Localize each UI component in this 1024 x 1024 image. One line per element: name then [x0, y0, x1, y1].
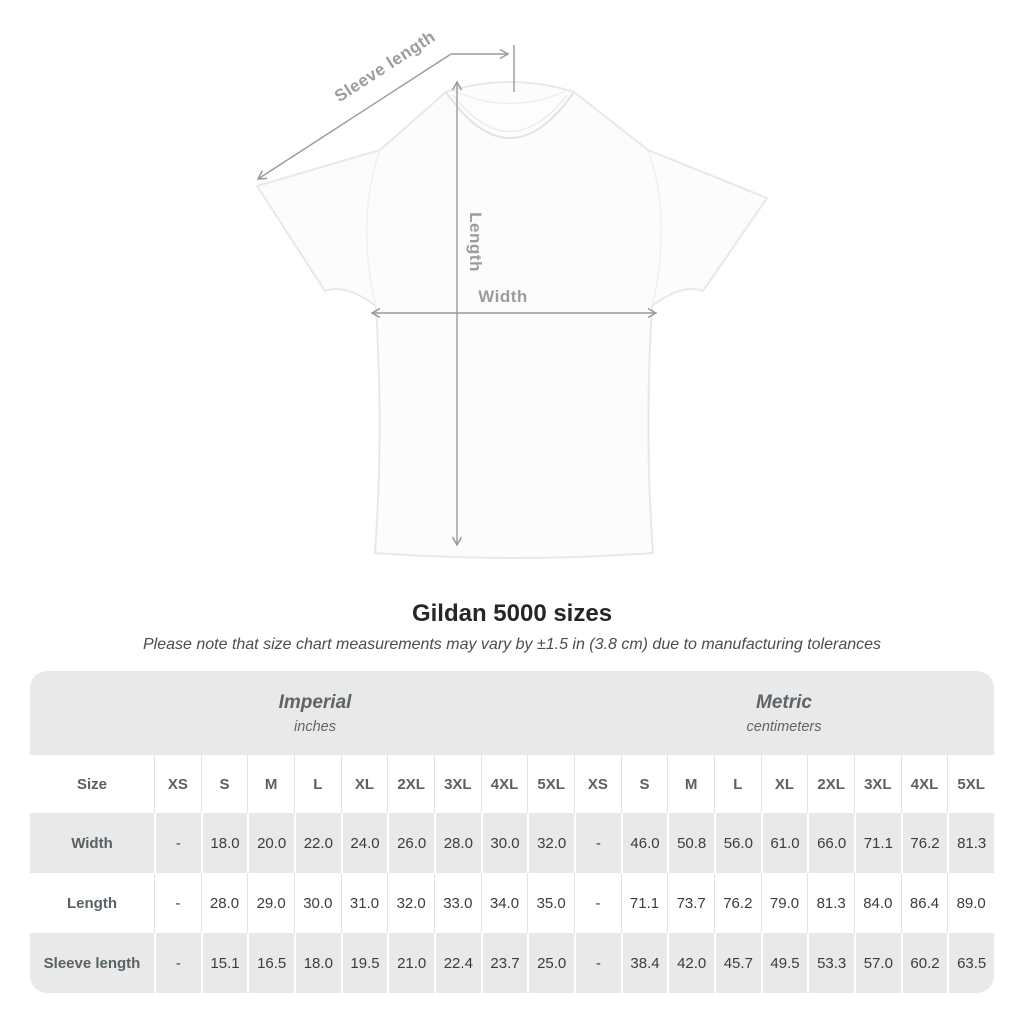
tshirt-measurement-diagram: Sleeve length Length Width [256, 27, 768, 559]
size-header: 2XL [387, 755, 434, 813]
table-cell: 45.7 [714, 933, 761, 993]
table-cell: 32.0 [387, 873, 434, 933]
table-cell: - [154, 873, 201, 933]
table-cell: 76.2 [900, 813, 948, 873]
table-cell: 46.0 [620, 813, 668, 873]
size-header: S [200, 755, 248, 813]
sleeve-length-label: Sleeve length [331, 27, 439, 106]
table-cell: 24.0 [340, 813, 388, 873]
table-cell: 29.0 [247, 873, 294, 933]
width-label: Width [478, 287, 528, 306]
size-header: 5XL [947, 755, 994, 813]
table-cell: - [154, 813, 201, 873]
table-cell: - [574, 813, 621, 873]
table-cell: 71.1 [620, 873, 668, 933]
table-cell: 21.0 [387, 933, 434, 993]
size-chart-table: Imperial inches Metric centimeters Size … [30, 671, 994, 993]
size-header: XS [154, 755, 201, 813]
table-cell: 30.0 [480, 813, 528, 873]
table-cell: 18.0 [294, 933, 341, 993]
title-block: Gildan 5000 sizes Please note that size … [0, 600, 1024, 654]
table-row-width: Width - 18.0 20.0 22.0 24.0 26.0 28.0 30… [30, 813, 994, 873]
unit-group-row: Imperial inches Metric centimeters [30, 671, 994, 755]
table-cell: 25.0 [527, 933, 574, 993]
table-cell: - [574, 933, 621, 993]
table-cell: 61.0 [760, 813, 808, 873]
table-cell: 32.0 [527, 813, 574, 873]
size-header: L [294, 755, 341, 813]
size-header: 3XL [434, 755, 481, 813]
table-cell: 84.0 [854, 873, 901, 933]
table-row-length: Length - 28.0 29.0 30.0 31.0 32.0 33.0 3… [30, 873, 994, 933]
table-cell: 57.0 [854, 933, 901, 993]
table-cell: 53.3 [807, 933, 854, 993]
size-header: 3XL [854, 755, 901, 813]
table-cell: 15.1 [200, 933, 248, 993]
size-header-row: Size XS S M L XL 2XL 3XL 4XL 5XL XS S M … [30, 755, 994, 813]
size-header: L [714, 755, 761, 813]
table-cell: 26.0 [387, 813, 434, 873]
table-cell: 89.0 [947, 873, 994, 933]
table-cell: 18.0 [200, 813, 248, 873]
table-cell: 79.0 [760, 873, 808, 933]
size-header: 4XL [900, 755, 948, 813]
tshirt-illustration [256, 81, 768, 559]
table-cell: 23.7 [480, 933, 528, 993]
table-cell: 30.0 [294, 873, 341, 933]
size-header: S [620, 755, 668, 813]
length-label: Length [466, 212, 485, 272]
table-cell: 56.0 [714, 813, 761, 873]
table-cell: 19.5 [340, 933, 388, 993]
metric-unit-label: centimeters [746, 718, 822, 735]
table-cell: 76.2 [714, 873, 761, 933]
size-header: XL [340, 755, 388, 813]
table-cell: 50.8 [667, 813, 714, 873]
table-cell: 49.5 [760, 933, 808, 993]
size-header: XL [760, 755, 808, 813]
tolerance-note: Please note that size chart measurements… [142, 636, 882, 653]
size-header: M [247, 755, 294, 813]
table-cell: 20.0 [247, 813, 294, 873]
size-header: 4XL [480, 755, 528, 813]
table-cell: 33.0 [434, 873, 481, 933]
table-cell: - [574, 873, 621, 933]
table-cell: 16.5 [247, 933, 294, 993]
table-cell: 22.4 [434, 933, 481, 993]
table-cell: 22.0 [294, 813, 341, 873]
table-cell: 63.5 [947, 933, 994, 993]
table-cell: 60.2 [900, 933, 948, 993]
size-header: M [667, 755, 714, 813]
table-cell: 28.0 [200, 873, 248, 933]
imperial-group-header: Imperial inches [30, 671, 574, 755]
table-row-sleeve-length: Sleeve length - 15.1 16.5 18.0 19.5 21.0… [30, 933, 994, 993]
imperial-label: Imperial [278, 691, 352, 713]
sleeve-length-arrow [256, 48, 510, 180]
row-label: Width [30, 813, 154, 873]
table-cell: 71.1 [854, 813, 901, 873]
table-cell: - [154, 933, 201, 993]
size-header: 5XL [527, 755, 574, 813]
table-cell: 42.0 [667, 933, 714, 993]
row-label: Length [67, 894, 117, 912]
table-cell: 38.4 [620, 933, 668, 993]
page-title: Gildan 5000 sizes [411, 600, 613, 627]
table-cell: 66.0 [807, 813, 854, 873]
table-cell: 28.0 [434, 813, 481, 873]
size-corner-header: Size [76, 775, 107, 793]
size-header: XS [574, 755, 621, 813]
table-cell: 35.0 [527, 873, 574, 933]
imperial-unit-label: inches [294, 718, 336, 735]
row-label: Sleeve length [30, 933, 154, 993]
table-cell: 73.7 [667, 873, 714, 933]
table-cell: 34.0 [480, 873, 528, 933]
size-header: 2XL [807, 755, 854, 813]
table-cell: 81.3 [807, 873, 854, 933]
table-cell: 86.4 [900, 873, 948, 933]
metric-group-header: Metric centimeters [574, 671, 994, 755]
table-cell: 31.0 [340, 873, 388, 933]
table-cell: 81.3 [947, 813, 994, 873]
metric-label: Metric [756, 691, 812, 713]
